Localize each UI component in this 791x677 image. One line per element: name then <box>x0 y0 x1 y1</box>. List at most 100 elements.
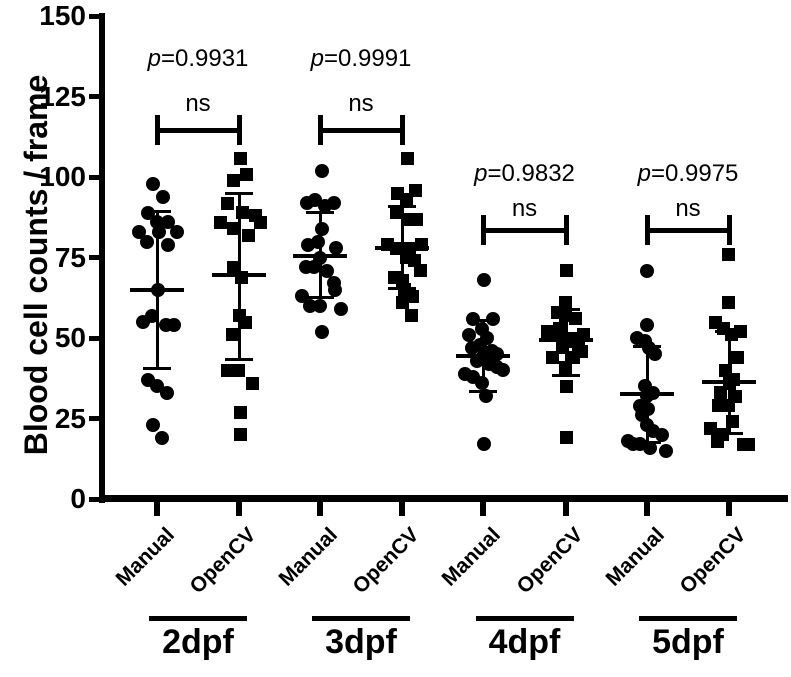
data-point <box>328 282 342 297</box>
error-bar-lower-cap <box>715 431 743 435</box>
data-point <box>711 399 725 413</box>
x-tick <box>154 502 160 516</box>
error-bar-lower-cap <box>306 296 334 300</box>
data-point <box>315 324 329 339</box>
data-point <box>320 263 334 278</box>
data-point <box>721 296 735 310</box>
error-bar-upper-cap <box>633 344 661 348</box>
data-point <box>167 318 181 333</box>
mean-line <box>702 379 756 384</box>
error-bar-lower-cap <box>225 357 253 361</box>
data-point <box>160 385 174 400</box>
sig-bracket-left-cap <box>480 215 486 245</box>
group-label: 2dpf <box>162 623 234 661</box>
data-point <box>318 199 332 214</box>
data-point <box>496 363 510 378</box>
data-point <box>241 228 255 242</box>
data-point <box>703 421 717 435</box>
error-bar-lower-cap <box>469 389 497 393</box>
data-point <box>559 431 573 445</box>
data-point <box>315 163 329 178</box>
x-tick <box>726 502 732 516</box>
y-tick-label: 25 <box>54 402 86 434</box>
error-bar-upper-cap <box>306 211 334 215</box>
data-point <box>409 212 423 226</box>
p-value-label: p=0.9931 <box>147 45 249 72</box>
data-point <box>405 289 419 303</box>
data-point <box>226 222 240 236</box>
mean-line <box>539 337 593 342</box>
x-tick <box>644 502 650 516</box>
data-point <box>213 215 227 229</box>
x-tick <box>236 502 242 516</box>
sig-bracket-right-cap <box>726 215 732 245</box>
x-tick-label-manual: Manual <box>601 523 669 591</box>
ns-label: ns <box>185 90 211 117</box>
x-axis <box>99 495 788 502</box>
error-bar-lower-cap <box>388 286 416 290</box>
data-point <box>146 176 160 191</box>
ns-label: ns <box>511 195 538 222</box>
data-point <box>395 296 409 310</box>
x-tick-label-manual: Manual <box>437 523 505 591</box>
y-tick <box>89 94 100 100</box>
error-bar-lower-cap <box>633 441 661 445</box>
data-point <box>231 363 245 377</box>
mean-line <box>130 287 184 292</box>
data-point <box>721 248 735 262</box>
data-point <box>170 225 184 239</box>
data-point <box>307 260 321 275</box>
sig-bracket <box>320 127 402 133</box>
y-tick-label: 125 <box>39 80 86 112</box>
error-bar-upper-cap <box>225 191 253 195</box>
x-tick-label-manual: Manual <box>111 523 179 591</box>
sig-bracket <box>647 227 729 233</box>
data-point <box>404 309 418 323</box>
data-point <box>233 151 247 165</box>
mean-line <box>375 246 429 251</box>
mean-line <box>293 254 347 259</box>
data-point <box>465 340 479 355</box>
data-point <box>334 302 348 317</box>
data-point <box>239 167 253 181</box>
group-label: 3dpf <box>325 623 397 661</box>
data-point <box>152 225 166 239</box>
data-point <box>156 189 170 204</box>
data-point <box>245 376 259 390</box>
y-tick <box>89 174 100 180</box>
p-value-label: p=0.9832 <box>474 160 575 187</box>
data-point <box>462 327 476 342</box>
mean-line <box>620 392 674 397</box>
data-point <box>713 386 727 400</box>
data-point <box>233 428 247 442</box>
data-point <box>477 437 491 452</box>
y-tick-label: 50 <box>54 322 86 354</box>
sig-bracket-right-cap <box>399 115 405 145</box>
y-tick <box>89 13 100 19</box>
p-value-label: p=0.9991 <box>310 45 412 72</box>
error-bar-upper-cap <box>388 204 416 208</box>
data-point <box>300 196 314 211</box>
sig-bracket-left-cap <box>644 215 650 245</box>
data-point <box>655 427 669 442</box>
y-axis <box>99 13 105 503</box>
group-underline <box>149 616 247 621</box>
x-tick <box>480 502 486 516</box>
data-point <box>220 196 234 210</box>
group-label: 4dpf <box>488 623 561 661</box>
y-tick <box>89 335 100 341</box>
data-point <box>313 298 327 313</box>
sig-bracket-left-cap <box>154 115 160 145</box>
x-tick-label-opencv: OpenCV <box>185 523 261 599</box>
mean-line <box>212 273 266 278</box>
data-point <box>136 315 150 330</box>
y-tick <box>89 255 100 261</box>
data-point <box>140 234 154 249</box>
sig-bracket-right-cap <box>236 115 242 145</box>
group-underline <box>475 616 574 621</box>
data-point <box>233 405 247 419</box>
group-underline <box>312 616 410 621</box>
data-point <box>155 430 169 445</box>
x-tick-label-opencv: OpenCV <box>675 523 751 599</box>
